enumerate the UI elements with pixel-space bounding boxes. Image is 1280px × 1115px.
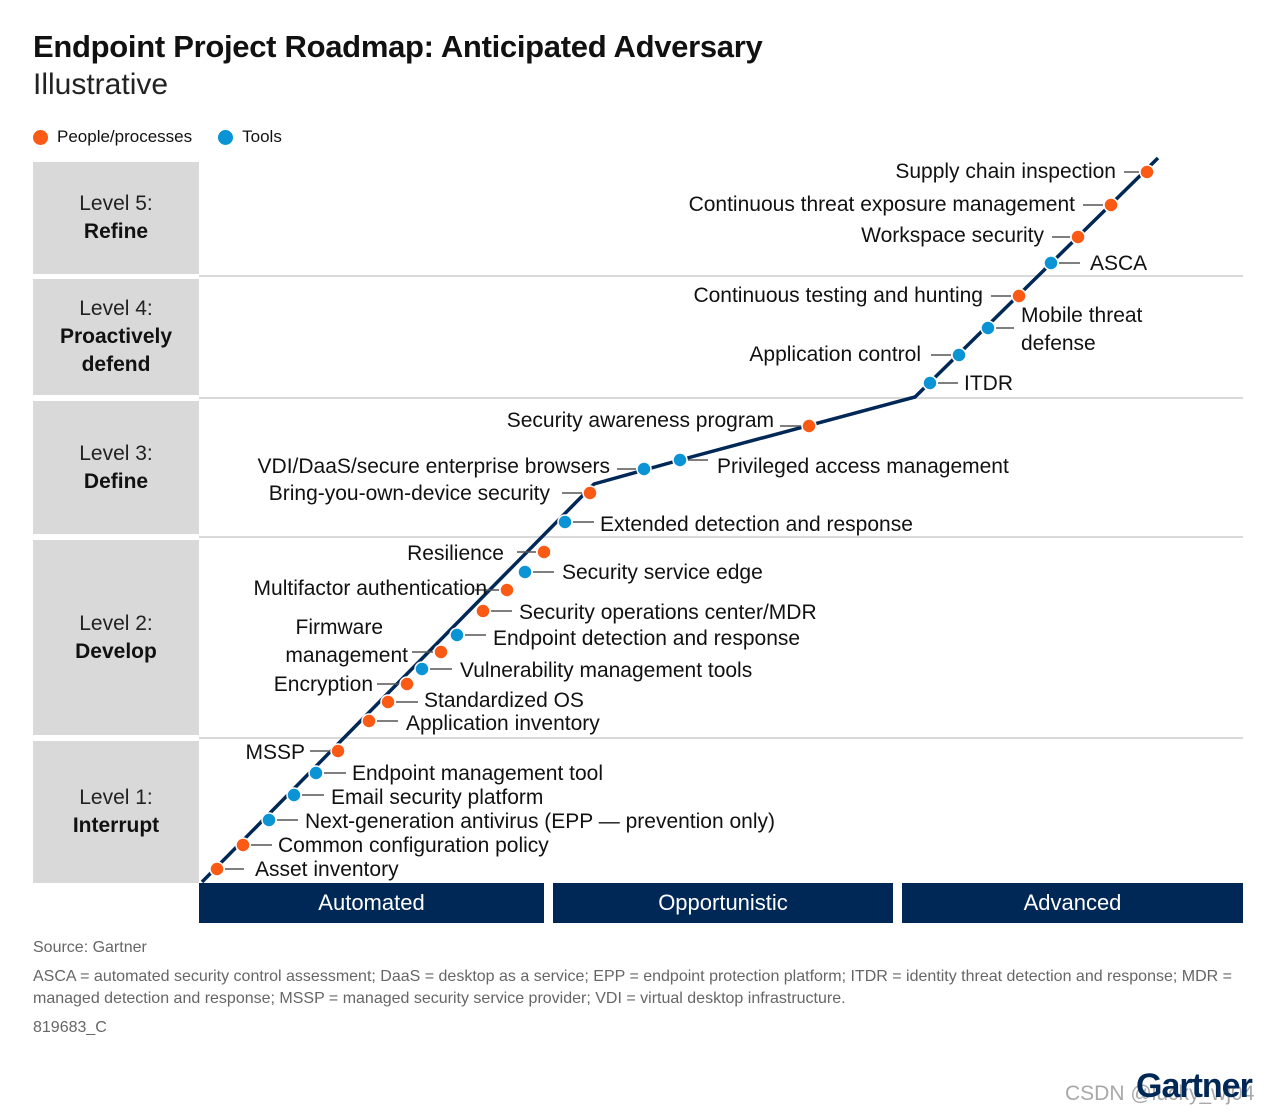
separator-3-2 xyxy=(199,536,1243,538)
tools-milestone-dot xyxy=(261,812,277,828)
people-dot-icon xyxy=(33,129,48,145)
people-milestone-dot xyxy=(1070,229,1086,245)
milestone-label: Endpoint management tool xyxy=(352,762,603,785)
separator-4-3 xyxy=(199,397,1243,399)
tools-milestone-dot xyxy=(922,375,938,391)
level-4-number: Level 4: xyxy=(79,297,153,320)
watermark: CSDN @lucky_wj04 xyxy=(1065,1082,1255,1105)
tools-milestone-dot xyxy=(286,787,302,803)
milestone-label: Extended detection and response xyxy=(600,513,913,536)
gartner-logo: Gartner xyxy=(1136,1067,1253,1105)
tools-milestone-dot xyxy=(517,564,533,580)
people-milestone-dot xyxy=(801,418,817,434)
tools-milestone-dot xyxy=(557,514,573,530)
milestone-label: ASCA xyxy=(1090,252,1147,275)
people-milestone-dot xyxy=(209,861,225,877)
level-1-number: Level 1: xyxy=(79,786,153,809)
milestone-label: Application inventory xyxy=(406,712,600,735)
level-2-name: Develop xyxy=(75,639,157,663)
level-3-number: Level 3: xyxy=(79,441,153,465)
milestone-label: Security awareness program xyxy=(507,409,774,432)
people-milestone-dot xyxy=(361,713,377,729)
level-1-box: Level 1: Interrupt xyxy=(33,741,199,883)
source-note: Source: Gartner xyxy=(33,939,147,956)
level-3-box: Level 3: Define xyxy=(33,401,199,534)
tools-milestone-dot xyxy=(951,347,967,363)
people-milestone-dot xyxy=(235,837,251,853)
level-3-name: Define xyxy=(83,469,149,493)
people-milestone-dot xyxy=(582,485,598,501)
stage-opportunistic: Opportunistic xyxy=(553,883,893,923)
milestone-label: Multifactor authentication xyxy=(254,577,487,600)
people-milestone-dot xyxy=(1139,164,1155,180)
milestone-label: Encryption xyxy=(274,673,373,696)
milestone-label: MSSP xyxy=(245,741,305,764)
milestone-label: ITDR xyxy=(964,372,1013,395)
milestone-label: Continuous testing and hunting xyxy=(693,284,983,307)
level-1-name: Interrupt xyxy=(72,814,160,837)
level-5-name: Refine xyxy=(83,220,149,243)
people-milestone-dot xyxy=(330,743,346,759)
milestone-label: Bring-you-own-device security xyxy=(269,482,551,505)
page-title: Endpoint Project Roadmap: Anticipated Ad… xyxy=(33,29,763,64)
milestone-label: Continuous threat exposure management xyxy=(689,193,1076,216)
milestone-label: Next-generation antivirus (EPP — prevent… xyxy=(305,810,775,833)
abbreviations-note: ASCA = automated security control assess… xyxy=(33,968,1232,1007)
milestone-label: Supply chain inspection xyxy=(895,160,1116,183)
milestone-label: Asset inventory xyxy=(255,858,399,881)
milestone-label: Resilience xyxy=(407,542,504,565)
legend-label-people: People/processes xyxy=(57,127,193,146)
milestone-label: Application control xyxy=(749,343,921,366)
legend-item-tools: Tools xyxy=(218,127,282,147)
milestone-label: Vulnerability management tools xyxy=(460,659,752,682)
separator-5-4 xyxy=(199,275,1243,277)
milestone-label: Common configuration policy xyxy=(278,834,549,857)
level-5-number: Level 5: xyxy=(79,192,153,215)
figure-code: 819683_C xyxy=(33,1019,107,1036)
milestone-label: Security service edge xyxy=(562,561,763,584)
separator-2-1 xyxy=(199,737,1243,739)
level-4-name: Proactively defend xyxy=(59,325,173,376)
tools-milestone-dot xyxy=(636,461,652,477)
tools-milestone-dot xyxy=(672,452,688,468)
page-subtitle: Illustrative xyxy=(33,68,169,101)
milestone-label: Standardized OS xyxy=(424,689,584,712)
tools-milestone-dot xyxy=(414,661,430,677)
people-milestone-dot xyxy=(499,582,515,598)
level-5-box: Level 5: Refine xyxy=(33,162,199,274)
tools-milestone-dot xyxy=(449,627,465,643)
milestone-label: Mobile threat defense xyxy=(1021,304,1143,355)
tools-milestone-dot xyxy=(980,320,996,336)
level-2-box: Level 2: Develop xyxy=(33,540,199,735)
people-milestone-dot xyxy=(536,544,552,560)
tools-dot-icon xyxy=(218,129,234,145)
people-milestone-dot xyxy=(380,694,396,710)
stage-automated: Automated xyxy=(199,883,544,923)
people-milestone-dot xyxy=(1103,197,1119,213)
level-4-box: Level 4: Proactively defend xyxy=(33,279,199,395)
milestone-label: Security operations center/MDR xyxy=(519,601,817,624)
milestone-label: Email security platform xyxy=(331,786,543,809)
people-milestone-dot xyxy=(1011,288,1027,304)
tools-milestone-dot xyxy=(308,765,324,781)
legend: People/processes Tools xyxy=(33,127,308,147)
level-2-number: Level 2: xyxy=(79,611,153,635)
milestone-label: Firmware management xyxy=(285,616,408,667)
milestone-label: Privileged access management xyxy=(717,455,1009,478)
stage-advanced: Advanced xyxy=(902,883,1243,923)
people-milestone-dot xyxy=(399,676,415,692)
legend-item-people: People/processes xyxy=(33,127,192,147)
milestone-label: Workspace security xyxy=(861,224,1044,247)
milestone-label: Endpoint detection and response xyxy=(493,627,800,650)
milestone-label: VDI/DaaS/secure enterprise browsers xyxy=(258,455,610,478)
people-milestone-dot xyxy=(433,644,449,660)
people-milestone-dot xyxy=(475,603,491,619)
legend-label-tools: Tools xyxy=(242,127,282,146)
tools-milestone-dot xyxy=(1043,255,1059,271)
